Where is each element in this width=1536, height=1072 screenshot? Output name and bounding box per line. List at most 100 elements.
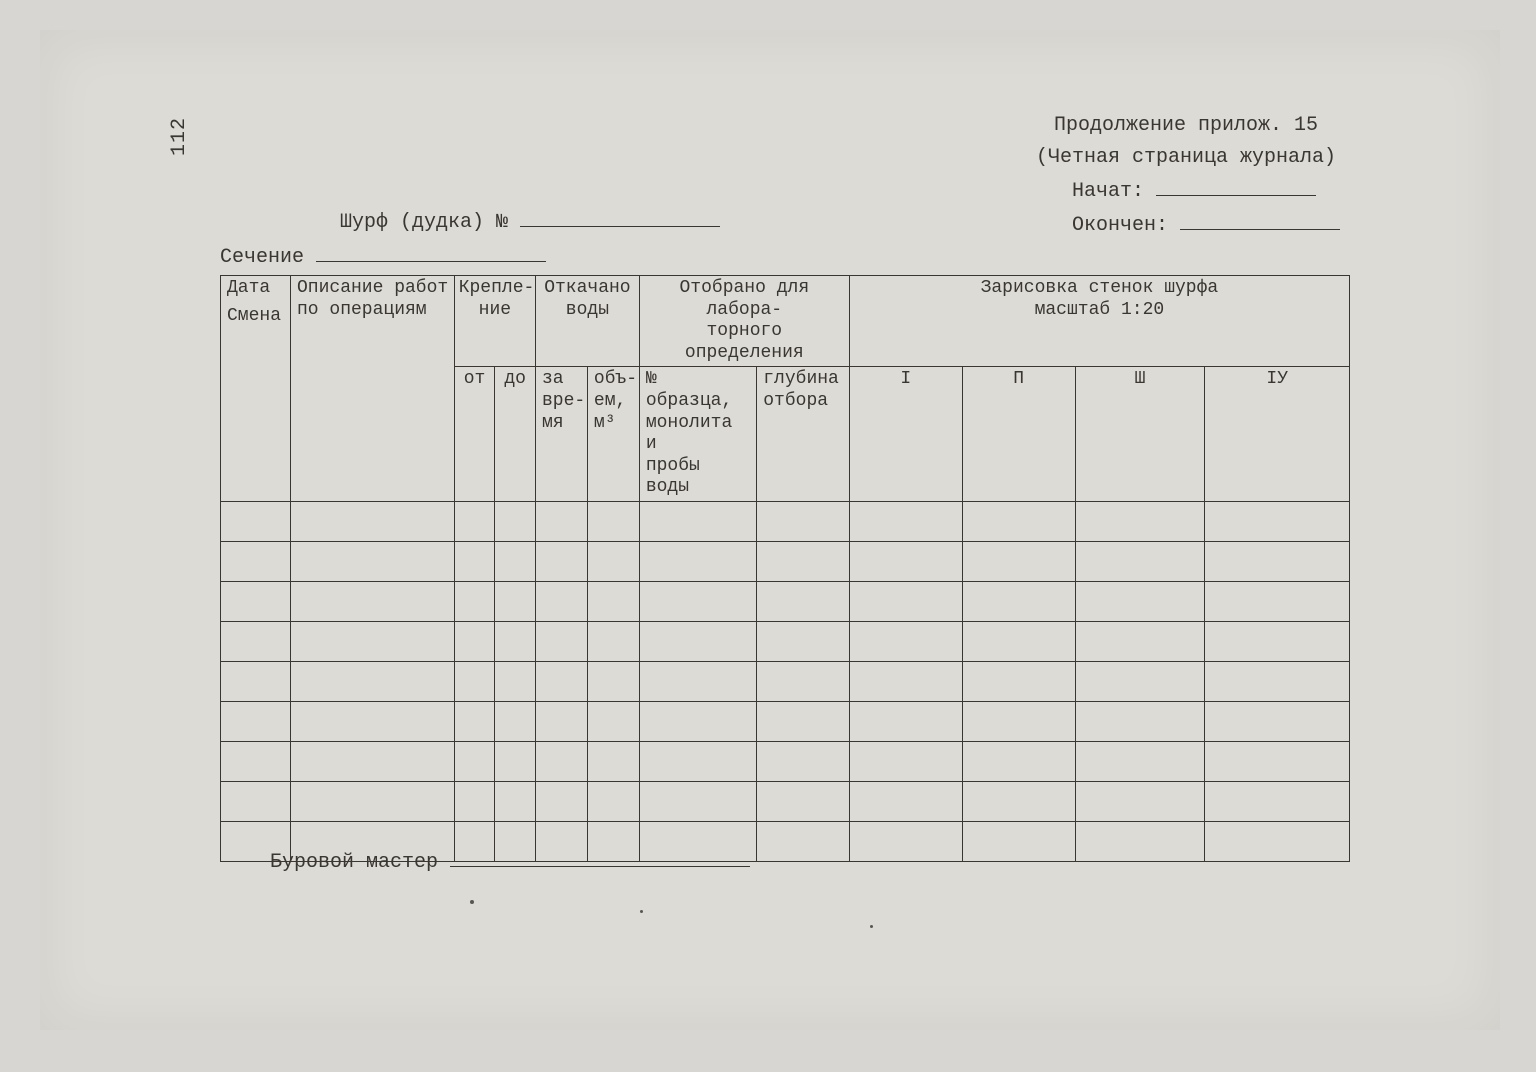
table-cell[interactable] — [1075, 741, 1205, 781]
table-cell[interactable] — [454, 701, 495, 741]
table-cell[interactable] — [962, 781, 1075, 821]
table-cell[interactable] — [587, 581, 639, 621]
finished-input-line[interactable] — [1180, 208, 1340, 230]
table-cell[interactable] — [1205, 621, 1350, 661]
table-cell[interactable] — [221, 661, 291, 701]
table-cell[interactable] — [757, 821, 850, 861]
table-cell[interactable] — [757, 621, 850, 661]
table-cell[interactable] — [962, 701, 1075, 741]
table-cell[interactable] — [849, 581, 962, 621]
table-cell[interactable] — [454, 741, 495, 781]
table-cell[interactable] — [639, 661, 756, 701]
table-cell[interactable] — [1075, 501, 1205, 541]
table-cell[interactable] — [290, 581, 454, 621]
table-cell[interactable] — [962, 741, 1075, 781]
table-cell[interactable] — [639, 581, 756, 621]
table-cell[interactable] — [535, 541, 587, 581]
table-cell[interactable] — [1205, 781, 1350, 821]
table-cell[interactable] — [587, 541, 639, 581]
table-cell[interactable] — [639, 701, 756, 741]
table-cell[interactable] — [221, 501, 291, 541]
table-cell[interactable] — [454, 541, 495, 581]
table-cell[interactable] — [1205, 741, 1350, 781]
table-cell[interactable] — [221, 741, 291, 781]
table-cell[interactable] — [454, 621, 495, 661]
table-cell[interactable] — [1075, 701, 1205, 741]
table-cell[interactable] — [587, 621, 639, 661]
table-cell[interactable] — [454, 781, 495, 821]
table-cell[interactable] — [639, 541, 756, 581]
table-cell[interactable] — [757, 581, 850, 621]
table-cell[interactable] — [639, 781, 756, 821]
table-cell[interactable] — [290, 661, 454, 701]
table-cell[interactable] — [849, 741, 962, 781]
table-cell[interactable] — [639, 741, 756, 781]
table-cell[interactable] — [962, 501, 1075, 541]
table-cell[interactable] — [495, 541, 536, 581]
table-cell[interactable] — [221, 541, 291, 581]
table-cell[interactable] — [221, 781, 291, 821]
table-cell[interactable] — [849, 781, 962, 821]
table-cell[interactable] — [495, 581, 536, 621]
table-cell[interactable] — [290, 781, 454, 821]
table-cell[interactable] — [1205, 701, 1350, 741]
table-cell[interactable] — [1075, 621, 1205, 661]
table-cell[interactable] — [454, 581, 495, 621]
table-cell[interactable] — [221, 581, 291, 621]
table-cell[interactable] — [1075, 781, 1205, 821]
table-cell[interactable] — [849, 501, 962, 541]
table-cell[interactable] — [639, 501, 756, 541]
table-cell[interactable] — [535, 621, 587, 661]
table-cell[interactable] — [535, 701, 587, 741]
table-cell[interactable] — [535, 501, 587, 541]
table-cell[interactable] — [535, 581, 587, 621]
table-cell[interactable] — [1075, 541, 1205, 581]
table-cell[interactable] — [587, 661, 639, 701]
table-cell[interactable] — [495, 621, 536, 661]
table-cell[interactable] — [495, 741, 536, 781]
table-cell[interactable] — [757, 741, 850, 781]
table-cell[interactable] — [290, 501, 454, 541]
table-cell[interactable] — [962, 621, 1075, 661]
table-cell[interactable] — [454, 501, 495, 541]
table-cell[interactable] — [757, 661, 850, 701]
table-cell[interactable] — [587, 741, 639, 781]
table-cell[interactable] — [454, 661, 495, 701]
table-cell[interactable] — [290, 621, 454, 661]
table-cell[interactable] — [1205, 581, 1350, 621]
table-cell[interactable] — [587, 781, 639, 821]
table-cell[interactable] — [221, 621, 291, 661]
table-cell[interactable] — [849, 661, 962, 701]
table-cell[interactable] — [495, 781, 536, 821]
table-cell[interactable] — [962, 661, 1075, 701]
table-cell[interactable] — [1075, 661, 1205, 701]
table-cell[interactable] — [290, 541, 454, 581]
table-cell[interactable] — [962, 821, 1075, 861]
table-cell[interactable] — [757, 501, 850, 541]
shurf-input-line[interactable] — [520, 205, 720, 227]
table-cell[interactable] — [849, 621, 962, 661]
table-cell[interactable] — [1075, 821, 1205, 861]
section-input-line[interactable] — [316, 240, 546, 262]
table-cell[interactable] — [1075, 581, 1205, 621]
table-cell[interactable] — [495, 501, 536, 541]
table-cell[interactable] — [1205, 501, 1350, 541]
table-cell[interactable] — [849, 541, 962, 581]
table-cell[interactable] — [290, 701, 454, 741]
table-cell[interactable] — [849, 701, 962, 741]
table-cell[interactable] — [221, 701, 291, 741]
table-cell[interactable] — [1205, 661, 1350, 701]
table-cell[interactable] — [587, 701, 639, 741]
table-cell[interactable] — [290, 741, 454, 781]
table-cell[interactable] — [757, 781, 850, 821]
table-cell[interactable] — [849, 821, 962, 861]
table-cell[interactable] — [495, 701, 536, 741]
table-cell[interactable] — [639, 621, 756, 661]
table-cell[interactable] — [535, 781, 587, 821]
drillmaster-input-line[interactable] — [450, 845, 750, 867]
table-cell[interactable] — [535, 741, 587, 781]
started-input-line[interactable] — [1156, 174, 1316, 196]
table-cell[interactable] — [757, 701, 850, 741]
table-cell[interactable] — [1205, 821, 1350, 861]
table-cell[interactable] — [962, 581, 1075, 621]
